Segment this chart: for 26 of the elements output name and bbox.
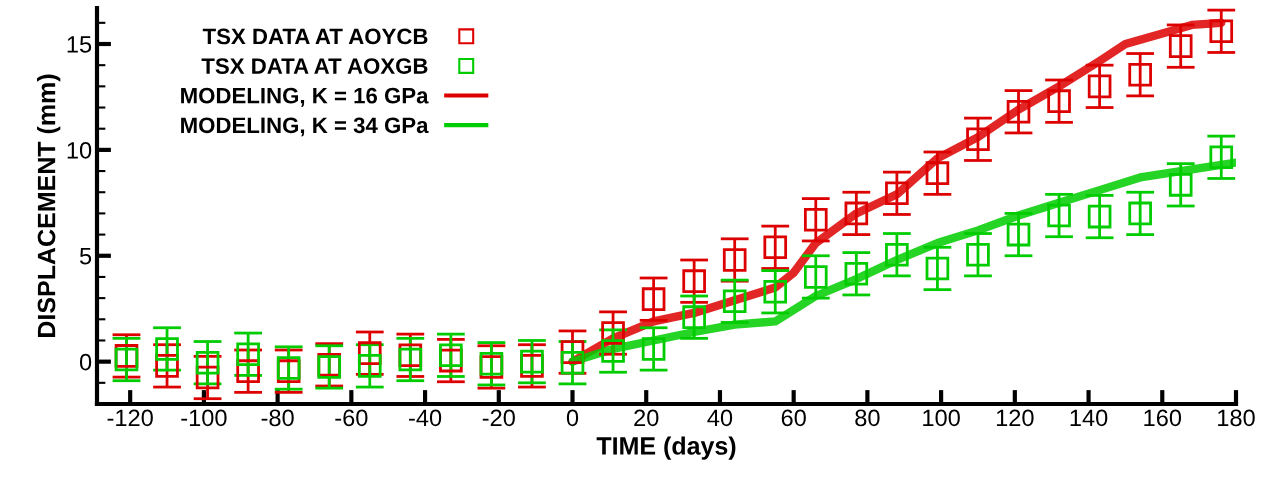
legend-label: MODELING, K = 16 GPa xyxy=(181,87,429,107)
x-tick-label: -40 xyxy=(409,409,442,427)
x-tick-label: 20 xyxy=(634,409,659,427)
y-tick-label: 10 xyxy=(67,141,92,159)
x-tick-label: -100 xyxy=(181,409,227,427)
legend-label: TSX DATA AT AOXGB xyxy=(201,58,428,74)
x-tick-label: -120 xyxy=(107,409,153,427)
x-tick-label: 120 xyxy=(996,409,1034,427)
x-tick-label: 40 xyxy=(707,409,733,427)
x-tick-label: -80 xyxy=(261,409,294,427)
x-tick-label: 100 xyxy=(923,409,960,427)
x-axis-title: TIME (days) xyxy=(596,436,736,460)
x-tick-label: 160 xyxy=(1144,409,1182,427)
y-tick-label: 5 xyxy=(79,248,92,265)
y-axis-title: DISPLACEMENT (mm) xyxy=(37,74,61,337)
x-tick-label: 60 xyxy=(781,409,806,427)
x-tick-label: -20 xyxy=(482,409,515,427)
x-tick-label: 0 xyxy=(566,409,579,427)
x-tick-label: 140 xyxy=(1070,409,1108,427)
legend-label: TSX DATA AT AOYCB xyxy=(202,28,428,45)
legend-label: MODELING, K = 34 GPa xyxy=(181,117,429,137)
x-tick-label: -60 xyxy=(335,409,368,427)
y-tick-label: 0 xyxy=(79,353,92,371)
y-tick-label: 15 xyxy=(67,36,92,53)
x-tick-label: 180 xyxy=(1218,409,1255,427)
x-tick-label: 80 xyxy=(855,409,880,427)
